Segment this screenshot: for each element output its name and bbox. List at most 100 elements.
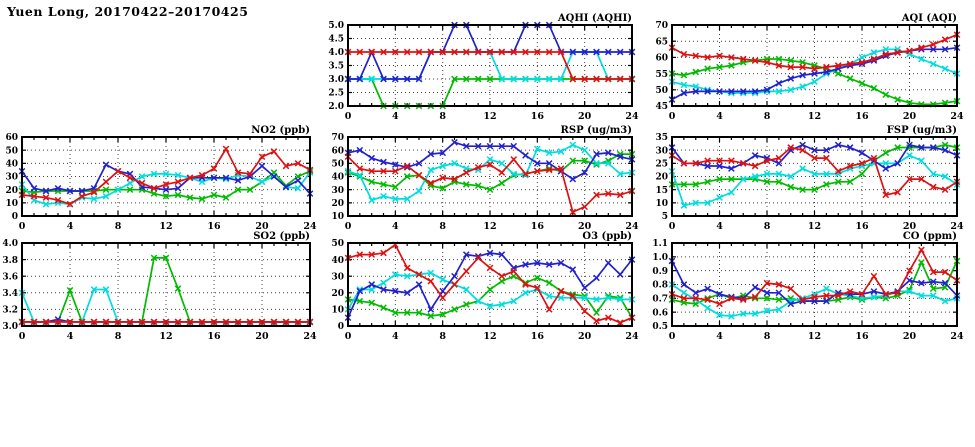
chart-title-o3: O3 (ppb) bbox=[582, 231, 632, 242]
x-tick-label: 4 bbox=[67, 331, 74, 342]
x-tick-label: 12 bbox=[483, 221, 496, 232]
x-tick-label: 4 bbox=[392, 221, 399, 232]
y-tick-label: 30 bbox=[655, 146, 668, 156]
x-tick-label: 16 bbox=[531, 331, 545, 342]
y-tick-label: 5 bbox=[662, 212, 668, 222]
x-tick-label: 12 bbox=[808, 331, 821, 342]
series-blue-co bbox=[668, 257, 961, 308]
x-tick-label: 24 bbox=[625, 111, 639, 122]
plot-frame-so2 bbox=[21, 242, 311, 327]
y-tick-label: 50 bbox=[5, 146, 18, 156]
x-tick-label: 24 bbox=[950, 331, 964, 342]
plot-frame-co bbox=[671, 242, 958, 327]
y-tick-label: 50 bbox=[655, 86, 668, 96]
x-tick-label: 12 bbox=[808, 221, 821, 232]
y-tick-label: 30 bbox=[5, 173, 18, 183]
series-markers-cyan bbox=[668, 45, 961, 97]
x-tick-label: 24 bbox=[625, 331, 639, 342]
y-tick-label: 65 bbox=[655, 37, 668, 47]
y-tick-label: 20 bbox=[5, 186, 18, 196]
x-tick-label: 20 bbox=[578, 221, 592, 232]
x-tick-label: 20 bbox=[903, 221, 917, 232]
x-tick-label: 0 bbox=[19, 331, 26, 342]
y-tick-label: 0.5 bbox=[652, 322, 668, 332]
chart-title-aqi: AQI (AQI) bbox=[901, 13, 957, 24]
y-tick-label: 3.0 bbox=[2, 322, 18, 332]
series-cyan-aqhi bbox=[344, 48, 636, 83]
y-tick-label: 10 bbox=[331, 212, 344, 222]
chart-o3: 0 10 20 30 40 50 0 4 8 12 16 20 24 O3 (ppb) bbox=[314, 227, 646, 346]
x-tick-label: 24 bbox=[303, 221, 317, 232]
y-tick-label: 10 bbox=[5, 199, 18, 209]
y-tick-label: 40 bbox=[331, 256, 344, 266]
y-tick-label: 3.2 bbox=[2, 306, 18, 316]
y-tick-label: 3.6 bbox=[2, 272, 18, 282]
y-tick-label: 20 bbox=[655, 173, 668, 183]
plot-frame-no2 bbox=[21, 136, 311, 217]
y-tick-label: 5.0 bbox=[328, 21, 344, 31]
y-tick-label: 25 bbox=[655, 160, 668, 170]
y-tick-label: 0.7 bbox=[652, 295, 668, 305]
gridlines-so2 bbox=[23, 244, 309, 325]
x-tick-label: 20 bbox=[255, 331, 269, 342]
x-tick-label: 0 bbox=[19, 221, 26, 232]
y-tick-label: 3.5 bbox=[328, 62, 344, 72]
chart-svg-co: 0.5 0.6 0.7 0.8 0.9 1.0 1.1 0 4 8 12 16 20 24 CO (ppm) bbox=[652, 231, 964, 342]
chart-title-aqhi: AQHI (AQHI) bbox=[557, 13, 632, 24]
chart-aqi: 45 50 55 60 65 70 0 4 8 12 16 20 24 AQI (AQI) bbox=[638, 9, 971, 126]
series-red-fsp bbox=[668, 144, 961, 199]
axis-labels-no2: 0 10 20 30 40 50 60 0 4 8 12 16 20 24 NO2 (ppb) bbox=[5, 125, 317, 232]
x-tick-label: 20 bbox=[903, 331, 917, 342]
chart-svg-no2: 0 10 20 30 40 50 60 0 4 8 12 16 20 24 NO2 (ppb) bbox=[5, 125, 317, 232]
x-tick-label: 24 bbox=[950, 221, 964, 232]
x-tick-label: 20 bbox=[255, 221, 269, 232]
x-tick-label: 4 bbox=[716, 331, 723, 342]
x-tick-label: 20 bbox=[578, 111, 592, 122]
x-tick-label: 8 bbox=[764, 331, 771, 342]
series-line-cyan bbox=[21, 288, 310, 323]
y-tick-label: 15 bbox=[655, 186, 668, 196]
x-tick-label: 16 bbox=[207, 331, 221, 342]
x-tick-label: 0 bbox=[345, 111, 352, 122]
x-tick-label: 8 bbox=[439, 111, 446, 122]
y-tick-label: 70 bbox=[331, 133, 344, 143]
plot-frame-aqhi bbox=[347, 24, 633, 107]
y-tick-label: 4.0 bbox=[2, 239, 18, 249]
y-tick-label: 0.9 bbox=[652, 267, 668, 277]
y-tick-label: 60 bbox=[655, 54, 668, 64]
y-tick-label: 70 bbox=[655, 21, 668, 31]
x-tick-label: 24 bbox=[625, 221, 639, 232]
axis-labels-fsp: 5 10 15 20 25 30 35 0 4 8 12 16 20 24 FSP (ug/m3) bbox=[655, 125, 964, 232]
x-tick-label: 12 bbox=[483, 111, 496, 122]
chart-svg-aqi: 45 50 55 60 65 70 0 4 8 12 16 20 24 AQI (AQI) bbox=[655, 13, 964, 122]
x-tick-label: 0 bbox=[669, 221, 676, 232]
axis-labels-aqhi: 2.0 2.5 3.0 3.5 4.0 4.5 5.0 0 4 8 12 16 20 24 AQHI (AQ… bbox=[328, 13, 639, 122]
x-tick-label: 12 bbox=[159, 221, 172, 232]
x-tick-label: 4 bbox=[716, 111, 723, 122]
chart-title-co: CO (ppm) bbox=[903, 231, 957, 242]
x-tick-label: 20 bbox=[578, 331, 592, 342]
y-tick-label: 40 bbox=[331, 173, 344, 183]
x-tick-label: 8 bbox=[115, 331, 122, 342]
axis-labels-aqi: 45 50 55 60 65 70 0 4 8 12 16 20 24 AQI (AQI) bbox=[655, 13, 964, 122]
y-tick-label: 3.0 bbox=[328, 75, 344, 85]
chart-aqhi: 2.0 2.5 3.0 3.5 4.0 4.5 5.0 0 4 8 12 16 20 24 AQHI (AQ… bbox=[314, 9, 646, 126]
y-tick-label: 3.8 bbox=[2, 256, 18, 266]
chart-svg-so2: 3.0 3.2 3.4 3.6 3.8 4.0 0 4 8 12 16 20 24 SO2 (ppb) bbox=[2, 231, 317, 342]
y-tick-label: 55 bbox=[655, 70, 668, 80]
x-tick-label: 24 bbox=[950, 111, 964, 122]
series-markers-green bbox=[18, 254, 314, 326]
plot-frame-fsp bbox=[671, 136, 958, 217]
x-tick-label: 16 bbox=[855, 331, 869, 342]
x-tick-label: 16 bbox=[855, 111, 869, 122]
axis-ticks-fsp bbox=[671, 136, 958, 217]
series-markers-cyan bbox=[344, 141, 636, 204]
page-title: Yuen Long, 20170422–20170425 bbox=[7, 4, 249, 19]
y-tick-label: 45 bbox=[655, 102, 668, 112]
y-tick-label: 4.0 bbox=[328, 48, 344, 58]
axis-labels-o3: 0 10 20 30 40 50 0 4 8 12 16 20 24 O3 (ppb) bbox=[331, 231, 639, 342]
plot-frame-o3 bbox=[347, 242, 633, 327]
chart-svg-fsp: 5 10 15 20 25 30 35 0 4 8 12 16 20 24 FSP (ug/m3) bbox=[655, 125, 964, 232]
x-tick-label: 8 bbox=[439, 331, 446, 342]
chart-title-fsp: FSP (ug/m3) bbox=[887, 125, 957, 136]
